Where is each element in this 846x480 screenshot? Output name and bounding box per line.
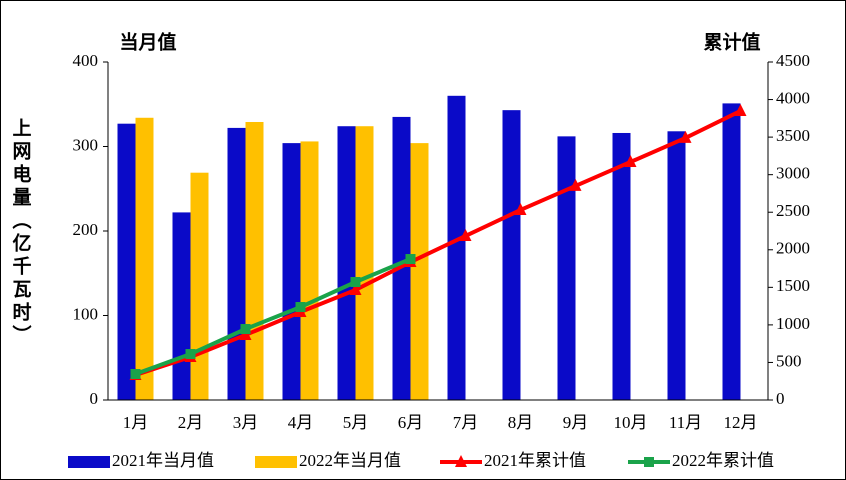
legend-marker bbox=[455, 455, 467, 467]
x-tick-label: 3月 bbox=[233, 413, 259, 432]
y2-tick-label: 3500 bbox=[776, 126, 810, 145]
bar bbox=[612, 132, 631, 401]
marker bbox=[185, 349, 196, 360]
legend-swatch bbox=[255, 456, 297, 468]
marker bbox=[734, 103, 747, 116]
marker bbox=[350, 277, 361, 288]
marker bbox=[240, 324, 251, 335]
marker bbox=[349, 282, 362, 295]
y2-tick-label: 4500 bbox=[776, 51, 810, 70]
legend-swatch bbox=[68, 456, 110, 468]
legend-label: 2022年当月值 bbox=[299, 451, 401, 470]
x-tick-label: 5月 bbox=[343, 413, 369, 432]
y2-tick-label: 1500 bbox=[776, 276, 810, 295]
y2-tick-label: 500 bbox=[776, 351, 802, 370]
y-tick-label: 0 bbox=[90, 389, 99, 408]
y2-tick-label: 2000 bbox=[776, 239, 810, 258]
y-axis-label: 上网电量（亿千瓦时） bbox=[10, 118, 32, 348]
x-tick-label: 4月 bbox=[288, 413, 314, 432]
y2-tick-label: 2500 bbox=[776, 201, 810, 220]
legend-label: 2021年累计值 bbox=[484, 451, 586, 470]
bar bbox=[190, 172, 209, 400]
bar bbox=[135, 117, 154, 401]
y-tick-label: 300 bbox=[73, 135, 99, 154]
bar bbox=[392, 116, 411, 401]
x-tick-label: 1月 bbox=[123, 413, 149, 432]
marker bbox=[624, 154, 637, 167]
bar bbox=[337, 126, 356, 400]
y2-title: 累计值 bbox=[703, 30, 760, 53]
marker bbox=[569, 178, 582, 191]
bar bbox=[557, 136, 576, 401]
marker bbox=[295, 302, 306, 313]
bar bbox=[355, 126, 374, 400]
bar bbox=[502, 110, 521, 400]
marker bbox=[405, 254, 416, 265]
y-tick-label: 100 bbox=[73, 304, 99, 323]
marker bbox=[130, 369, 141, 380]
legend-label: 2022年累计值 bbox=[672, 451, 774, 470]
y2-tick-label: 3000 bbox=[776, 164, 810, 183]
legend-label: 2021年当月值 bbox=[112, 451, 214, 470]
y2-tick-label: 0 bbox=[776, 389, 785, 408]
x-tick-label: 2月 bbox=[178, 413, 204, 432]
y2-tick-label: 1000 bbox=[776, 314, 810, 333]
line bbox=[134, 109, 742, 377]
bar bbox=[172, 212, 191, 400]
bar bbox=[667, 131, 686, 401]
bar bbox=[117, 123, 136, 400]
y-tick-label: 200 bbox=[73, 220, 99, 239]
x-tick-label: 10月 bbox=[614, 413, 648, 432]
bar bbox=[245, 121, 264, 401]
x-tick-label: 12月 bbox=[724, 413, 758, 432]
x-tick-label: 7月 bbox=[453, 413, 479, 432]
bar bbox=[300, 141, 319, 400]
y-tick-label: 400 bbox=[73, 51, 99, 70]
bar bbox=[410, 143, 429, 400]
x-tick-label: 8月 bbox=[508, 413, 534, 432]
line bbox=[134, 257, 412, 376]
y2-tick-label: 4000 bbox=[776, 88, 810, 107]
bar bbox=[447, 95, 466, 401]
x-tick-label: 9月 bbox=[563, 413, 589, 432]
x-tick-label: 11月 bbox=[669, 413, 702, 432]
marker bbox=[679, 130, 692, 143]
bar bbox=[227, 127, 246, 400]
y-title: 当月值 bbox=[119, 30, 176, 53]
x-tick-label: 6月 bbox=[398, 413, 424, 432]
bar bbox=[722, 103, 741, 400]
legend-marker bbox=[644, 457, 654, 467]
marker bbox=[514, 202, 527, 215]
marker bbox=[459, 228, 472, 241]
bar bbox=[282, 143, 301, 400]
